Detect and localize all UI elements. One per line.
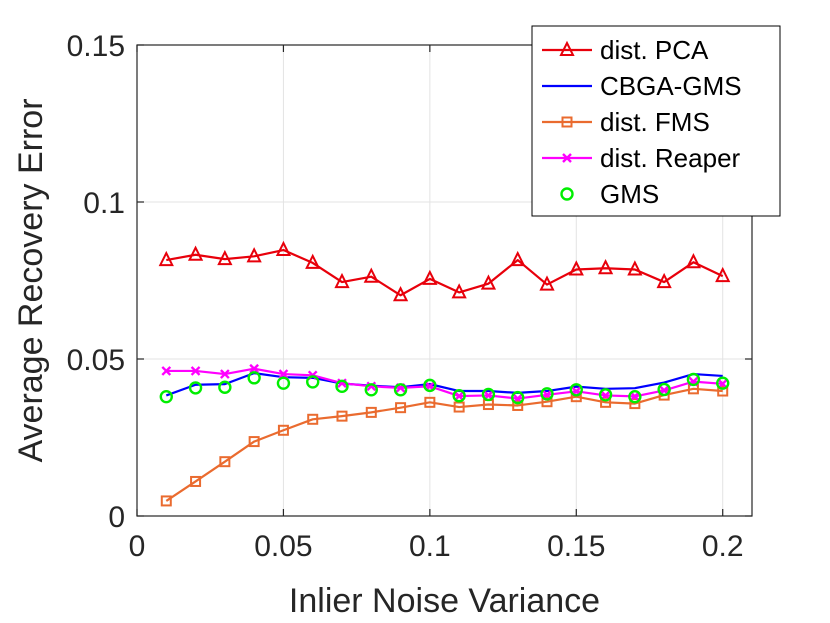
data-point-gms <box>393 383 408 397</box>
data-point-gms <box>716 376 730 390</box>
data-point-dist-pca <box>217 249 233 266</box>
legend: dist. PCA CBGA-GMS dist. FMS dist. Reaper GM… <box>531 25 781 217</box>
data-point-dist-pca <box>363 267 379 283</box>
data-point-dist-pca <box>685 253 702 269</box>
legend-entry-cbga-gms: CBGA-GMS <box>542 71 742 101</box>
data-point-gms <box>598 388 613 402</box>
y-tick-label: 0 <box>108 501 125 534</box>
data-point-gms <box>657 382 671 397</box>
data-point-dist-fms <box>365 406 377 418</box>
x-tick-label: 0 <box>129 530 146 563</box>
data-point-dist-pca <box>627 260 643 276</box>
x-tick-label: 0.05 <box>254 530 312 563</box>
data-point-dist-pca <box>305 253 321 269</box>
data-point-dist-pca <box>392 286 409 302</box>
data-point-gms <box>159 389 173 404</box>
data-point-dist-fms <box>248 436 260 448</box>
x-tick-label: 0.2 <box>702 530 744 563</box>
data-point-gms <box>423 378 437 393</box>
data-point-dist-reaper <box>190 366 201 376</box>
data-point-gms <box>335 379 349 394</box>
data-point-dist-pca <box>597 259 614 275</box>
data-point-gms <box>511 390 525 405</box>
data-point-dist-fms <box>453 401 465 413</box>
data-point-dist-fms <box>219 456 231 468</box>
legend-label: dist. FMS <box>600 107 710 137</box>
data-point-dist-pca <box>480 274 497 290</box>
data-point-gms <box>540 387 554 401</box>
data-point-gms <box>452 389 466 403</box>
axes-box <box>136 44 753 517</box>
legend-entry-dist-fms: dist. FMS <box>542 107 710 137</box>
data-point-gms <box>247 371 261 385</box>
data-point-dist-fms <box>717 385 729 397</box>
data-point-dist-pca <box>451 283 467 299</box>
data-point-gms <box>364 383 378 397</box>
data-point-dist-reaper <box>630 391 640 402</box>
legend-label: CBGA-GMS <box>600 71 742 101</box>
y-tick-label: 0.05 <box>67 344 125 377</box>
data-point-dist-pca <box>510 250 526 267</box>
data-point-dist-fms <box>277 424 289 436</box>
legend-marker <box>562 153 572 163</box>
data-point-dist-fms <box>424 396 436 408</box>
data-point-dist-pca <box>158 250 174 267</box>
data-point-dist-fms <box>307 413 319 425</box>
data-point-dist-pca <box>246 247 262 263</box>
series-group <box>158 240 731 507</box>
data-point-dist-pca <box>422 269 438 285</box>
data-point-gms <box>481 387 496 402</box>
data-point-dist-fms <box>629 398 641 410</box>
data-point-dist-reaper <box>220 369 230 379</box>
legend-label: dist. PCA <box>600 35 709 65</box>
series-line-dist-pca <box>166 248 724 297</box>
data-point-dist-reaper <box>161 366 172 376</box>
data-point-dist-reaper <box>600 390 611 401</box>
series-dist-fms <box>160 383 729 507</box>
data-point-dist-fms <box>541 396 553 408</box>
data-point-dist-fms <box>336 410 348 422</box>
x-axis-label: Inlier Noise Variance <box>289 582 600 620</box>
series-dist-pca <box>158 240 731 302</box>
data-point-gms <box>276 376 291 390</box>
data-point-dist-fms <box>190 475 202 487</box>
data-point-gms <box>686 372 701 387</box>
data-point-dist-pca <box>568 260 584 276</box>
legend-marker <box>559 40 575 56</box>
series-gms <box>159 371 730 405</box>
data-point-dist-pca <box>187 245 204 261</box>
legend-marker <box>561 116 573 128</box>
legend-entry-gms: GMS <box>560 179 659 209</box>
data-point-dist-pca <box>334 272 350 289</box>
data-point-gms <box>218 380 232 394</box>
data-point-gms <box>306 375 320 389</box>
data-point-dist-reaper <box>454 391 464 401</box>
data-point-dist-pca <box>539 275 555 291</box>
data-point-dist-fms <box>512 399 524 411</box>
data-point-gms <box>628 389 642 404</box>
y-tick-label: 0.15 <box>67 30 125 63</box>
legend-marker <box>560 187 574 201</box>
data-point-dist-fms <box>600 396 612 408</box>
data-point-dist-fms <box>395 402 407 414</box>
data-point-dist-reaper <box>278 369 289 379</box>
legend-label: dist. Reaper <box>600 143 741 173</box>
data-point-gms <box>188 381 203 395</box>
y-axis-label: Average Recovery Error <box>12 98 50 462</box>
legend-entry-dist-pca: dist. PCA <box>542 35 709 65</box>
data-point-dist-pca <box>656 272 672 289</box>
x-tick-label: 0.1 <box>409 530 451 563</box>
data-point-dist-pca <box>715 266 731 283</box>
legend-entry-dist-reaper: dist. Reaper <box>542 143 741 173</box>
y-tick-label: 0.1 <box>83 187 125 220</box>
data-point-dist-fms <box>160 495 172 507</box>
x-tick-label: 0.15 <box>547 530 605 563</box>
data-point-dist-reaper <box>717 378 728 389</box>
data-point-dist-pca <box>275 240 292 257</box>
data-point-dist-reaper <box>249 363 259 374</box>
axis-ticks: 0 0.05 0.1 0.15 0.2 0 0.05 0.1 0.15 <box>67 30 752 563</box>
data-point-gms <box>569 383 583 397</box>
legend-label: GMS <box>600 179 659 209</box>
